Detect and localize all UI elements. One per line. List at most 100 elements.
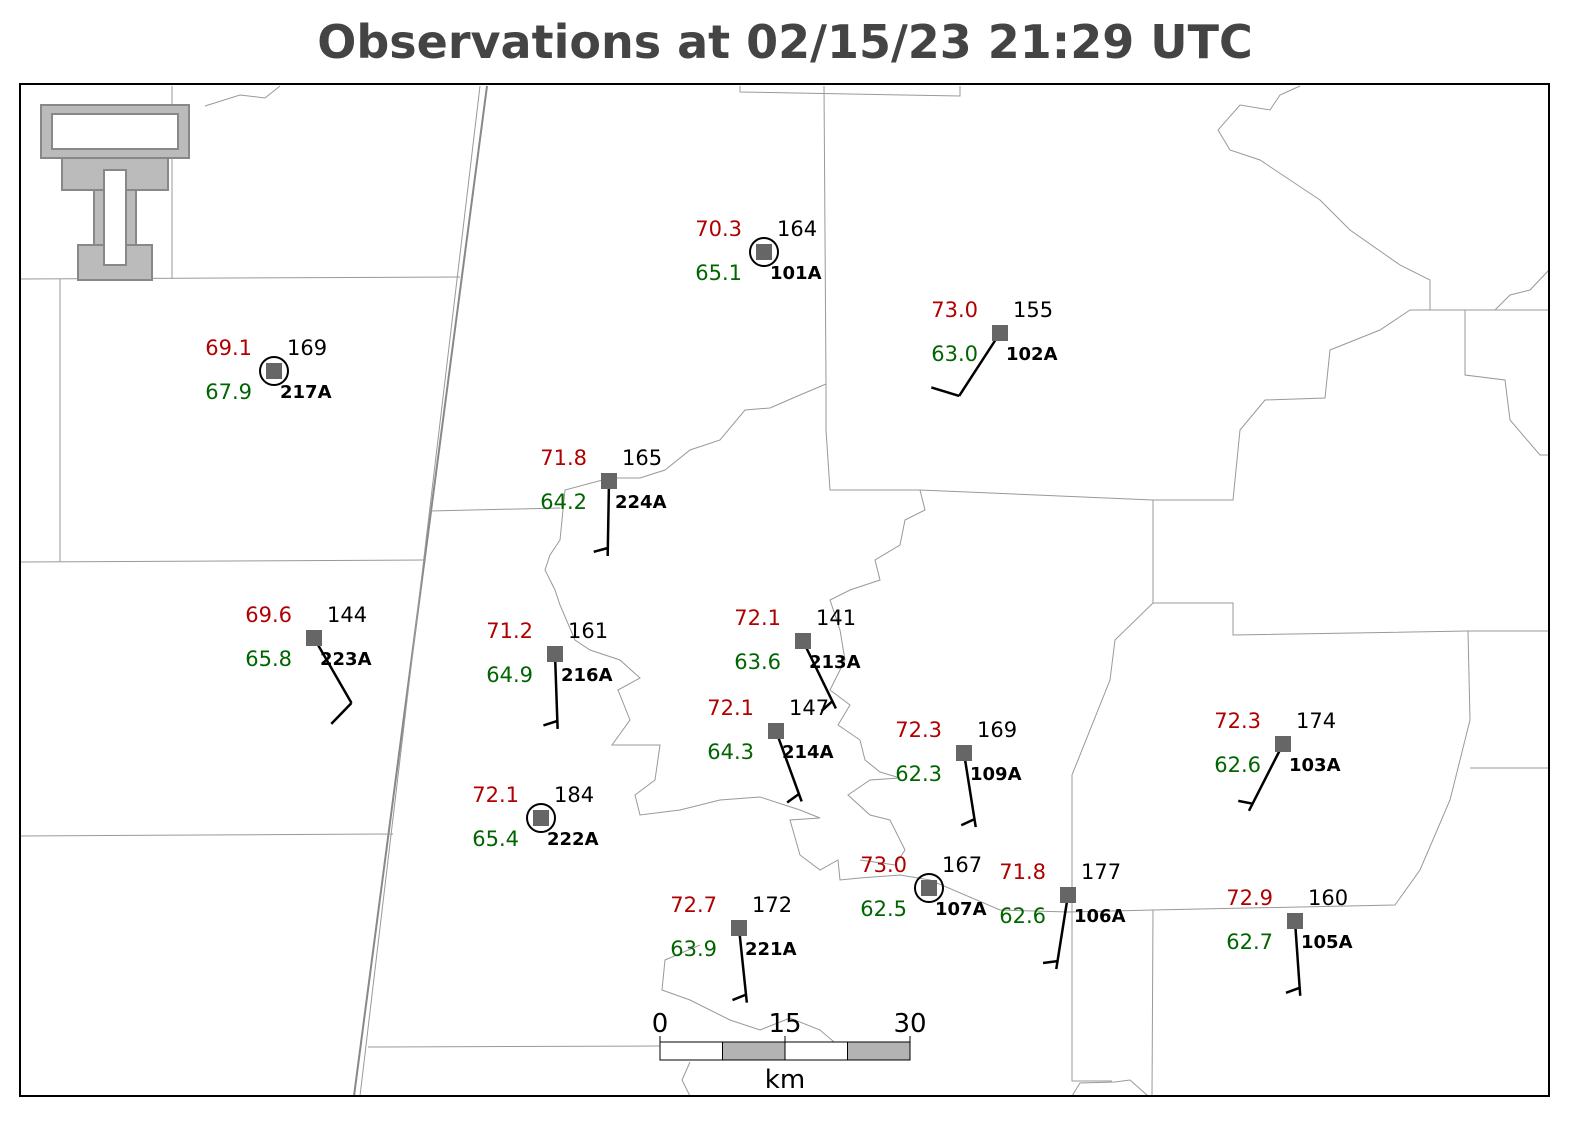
station-marker bbox=[547, 646, 563, 662]
scale-tick-label: 0 bbox=[652, 1009, 669, 1039]
dewpoint: 65.4 bbox=[472, 827, 519, 851]
dewpoint: 63.9 bbox=[670, 937, 717, 961]
station-id: 213A bbox=[809, 652, 861, 673]
temperature: 72.1 bbox=[472, 783, 519, 807]
temperature: 70.3 bbox=[695, 217, 742, 241]
station-marker bbox=[1275, 736, 1291, 752]
pressure: 161 bbox=[568, 619, 608, 643]
wind-barb bbox=[593, 480, 611, 557]
pressure: 174 bbox=[1296, 709, 1336, 733]
map-borders bbox=[19, 85, 1550, 1097]
temperature: 69.6 bbox=[245, 603, 292, 627]
station: 69.6 65.8 144 223A bbox=[245, 603, 372, 725]
pressure: 184 bbox=[554, 783, 594, 807]
station: 72.1 65.4 184 222A bbox=[472, 783, 598, 851]
pressure: 155 bbox=[1013, 298, 1053, 322]
station-marker bbox=[533, 810, 549, 826]
dewpoint: 63.0 bbox=[931, 342, 978, 366]
temperature: 71.2 bbox=[486, 619, 533, 643]
pressure: 164 bbox=[777, 217, 817, 241]
wind-barb bbox=[732, 927, 749, 1003]
station-id: 214A bbox=[782, 742, 834, 763]
pressure: 169 bbox=[287, 336, 327, 360]
station-id: 222A bbox=[547, 829, 599, 850]
scale-segment bbox=[659, 1041, 723, 1061]
station-id: 107A bbox=[935, 899, 987, 920]
pressure: 169 bbox=[977, 718, 1017, 742]
station: 71.8 62.6 177 106A bbox=[999, 860, 1126, 970]
station: 73.0 63.0 155 102A bbox=[930, 298, 1058, 398]
station-marker bbox=[1287, 913, 1303, 929]
station: 71.8 64.2 165 224A bbox=[540, 446, 667, 557]
dewpoint: 64.2 bbox=[540, 490, 587, 514]
dewpoint: 62.6 bbox=[1214, 753, 1261, 777]
wind-barb bbox=[960, 752, 977, 828]
temperature: 72.1 bbox=[707, 696, 754, 720]
temperature: 73.0 bbox=[860, 853, 907, 877]
dewpoint: 64.3 bbox=[707, 740, 754, 764]
station-marker bbox=[306, 630, 322, 646]
pressure: 167 bbox=[942, 853, 982, 877]
station-marker bbox=[992, 325, 1008, 341]
station: 72.3 62.6 174 103A bbox=[1214, 709, 1341, 812]
dewpoint: 62.5 bbox=[860, 897, 907, 921]
scale-tick-label: 15 bbox=[768, 1009, 801, 1039]
wind-barb bbox=[801, 640, 838, 712]
stations: 70.3 65.1 164 101A 73.0 63.0 155 102A 69.1 67.9 16… bbox=[205, 217, 1353, 1003]
pressure: 165 bbox=[622, 446, 662, 470]
pressure: 144 bbox=[327, 603, 367, 627]
station-id: 221A bbox=[745, 939, 797, 960]
dewpoint: 62.3 bbox=[895, 762, 942, 786]
station-marker bbox=[756, 244, 772, 260]
pressure: 141 bbox=[816, 606, 856, 630]
calm-circle bbox=[914, 873, 944, 903]
temperature: 72.9 bbox=[1226, 886, 1273, 910]
map-frame bbox=[19, 83, 1550, 1097]
pressure: 147 bbox=[789, 696, 829, 720]
station: 69.1 67.9 169 217A bbox=[205, 336, 331, 404]
station-id: 102A bbox=[1006, 344, 1058, 365]
pressure: 172 bbox=[752, 893, 792, 917]
station-marker bbox=[601, 473, 617, 489]
wind-barb bbox=[1238, 743, 1285, 812]
wind-barb bbox=[312, 637, 353, 725]
wind-barb bbox=[1285, 920, 1302, 996]
station: 70.3 65.1 164 101A bbox=[695, 217, 821, 285]
temperature: 73.0 bbox=[931, 298, 978, 322]
temperature: 72.3 bbox=[1214, 709, 1261, 733]
station-id: 106A bbox=[1074, 906, 1126, 927]
calm-circle bbox=[259, 356, 289, 386]
station-id: 223A bbox=[320, 649, 372, 670]
dewpoint: 65.1 bbox=[695, 261, 742, 285]
scale-bar: 0 15 30 bbox=[652, 1009, 927, 1061]
station-marker bbox=[731, 920, 747, 936]
scale-segment bbox=[722, 1041, 786, 1061]
station: 71.2 64.9 161 216A bbox=[486, 619, 613, 729]
wind-barb bbox=[930, 332, 1002, 398]
station: 73.0 62.5 167 107A bbox=[860, 853, 986, 921]
temperature: 72.3 bbox=[895, 718, 942, 742]
station: 72.1 64.3 147 214A bbox=[707, 696, 834, 804]
station-id: 217A bbox=[280, 382, 332, 403]
pressure: 177 bbox=[1081, 860, 1121, 884]
temperature: 72.1 bbox=[734, 606, 781, 630]
wind-barb bbox=[774, 730, 803, 804]
calm-circle bbox=[749, 237, 779, 267]
station-id: 224A bbox=[615, 492, 667, 513]
station-marker bbox=[921, 880, 937, 896]
dewpoint: 64.9 bbox=[486, 663, 533, 687]
temperature: 72.7 bbox=[670, 893, 717, 917]
temperature: 69.1 bbox=[205, 336, 252, 360]
wind-barb bbox=[1042, 894, 1070, 970]
dewpoint: 67.9 bbox=[205, 380, 252, 404]
station-id: 216A bbox=[561, 665, 613, 686]
station-id: 109A bbox=[970, 764, 1022, 785]
logo bbox=[40, 104, 190, 281]
dewpoint: 65.8 bbox=[245, 647, 292, 671]
pressure: 160 bbox=[1308, 886, 1348, 910]
station-marker bbox=[266, 363, 282, 379]
station-marker bbox=[956, 745, 972, 761]
scale-tick-label: 30 bbox=[893, 1009, 926, 1039]
station-id: 105A bbox=[1301, 932, 1353, 953]
